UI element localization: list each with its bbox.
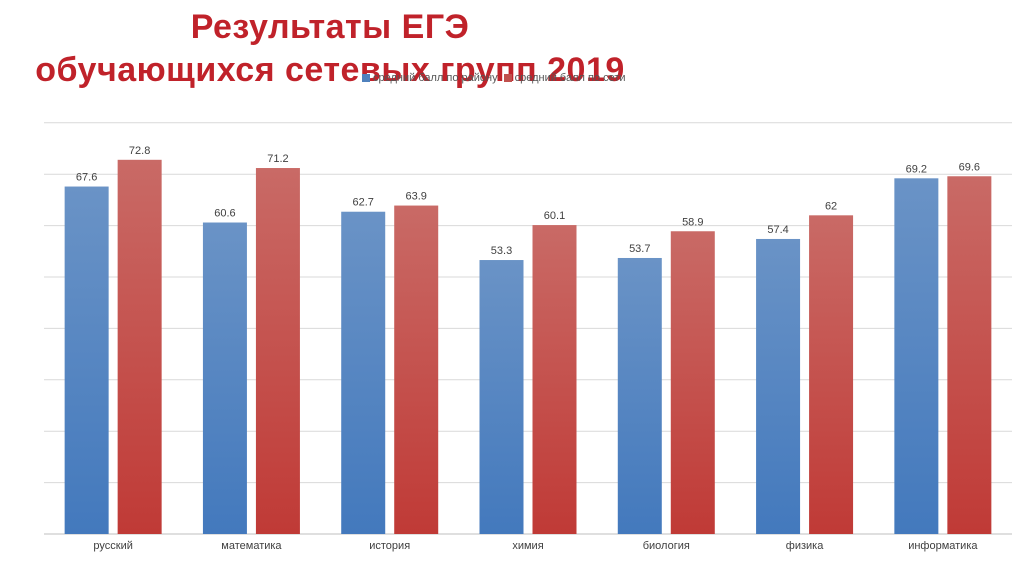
- bar-network-0: [117, 159, 162, 535]
- chart-title-line-1: Результаты ЕГЭ: [190, 8, 470, 46]
- value-label-network-4: 58.9: [682, 216, 703, 228]
- value-label-district-3: 53.3: [491, 245, 512, 257]
- bar-district-4: [617, 257, 662, 534]
- value-label-district-0: 67.6: [76, 172, 97, 184]
- bar-network-6: [947, 176, 992, 535]
- bar-district-2: [341, 211, 386, 535]
- bar-district-6: [894, 178, 939, 534]
- bar-network-4: [670, 231, 715, 534]
- legend-swatch-district: [362, 74, 370, 82]
- value-label-district-1: 60.6: [214, 208, 235, 220]
- value-label-district-5: 57.4: [767, 224, 788, 236]
- legend-item-network: средний балл по сети: [503, 72, 626, 84]
- category-label-3: химия: [512, 540, 543, 552]
- category-label-2: история: [369, 540, 410, 552]
- category-label-0: русский: [93, 540, 132, 552]
- value-label-network-2: 63.9: [406, 191, 427, 203]
- value-label-network-5: 62: [825, 200, 837, 212]
- category-labels: русский математика история химия биология физ…: [93, 540, 978, 552]
- value-labels: 67.6 72.8 60.6 71.2 62.7 63.9 53.3 60.1 53.7 58.9…: [76, 145, 980, 257]
- category-label-5: физика: [786, 540, 824, 552]
- value-label-district-2: 62.7: [353, 197, 374, 209]
- legend-label-network: средний балл по сети: [514, 72, 626, 84]
- bar-network-3: [532, 225, 577, 534]
- chart-legend: средний балл по району средний балл по с…: [362, 72, 626, 84]
- value-label-district-4: 53.7: [629, 243, 650, 255]
- value-label-network-0: 72.8: [129, 145, 150, 157]
- legend-item-district: средний балл по району: [362, 72, 498, 84]
- value-label-district-6: 69.2: [906, 163, 927, 175]
- bar-district-1: [202, 222, 247, 535]
- gridlines: [44, 122, 1012, 535]
- legend-label-district: средний балл по району: [373, 72, 498, 84]
- bar-district-0: [64, 186, 109, 534]
- bar-network-1: [255, 168, 300, 535]
- chart-title-line-2: обучающихся сетевых групп 2019: [35, 51, 625, 89]
- bar-network-2: [394, 205, 439, 534]
- value-label-network-1: 71.2: [267, 153, 288, 165]
- bar-district-3: [479, 260, 524, 534]
- value-label-network-3: 60.1: [544, 210, 565, 222]
- category-label-4: биология: [643, 540, 690, 552]
- legend-swatch-network: [503, 74, 512, 82]
- category-label-6: информатика: [908, 540, 978, 552]
- value-label-network-6: 69.6: [959, 161, 980, 173]
- bar-network-5: [809, 215, 854, 534]
- bar-district-5: [756, 238, 801, 535]
- bars: [64, 159, 992, 535]
- category-label-1: математика: [221, 540, 282, 552]
